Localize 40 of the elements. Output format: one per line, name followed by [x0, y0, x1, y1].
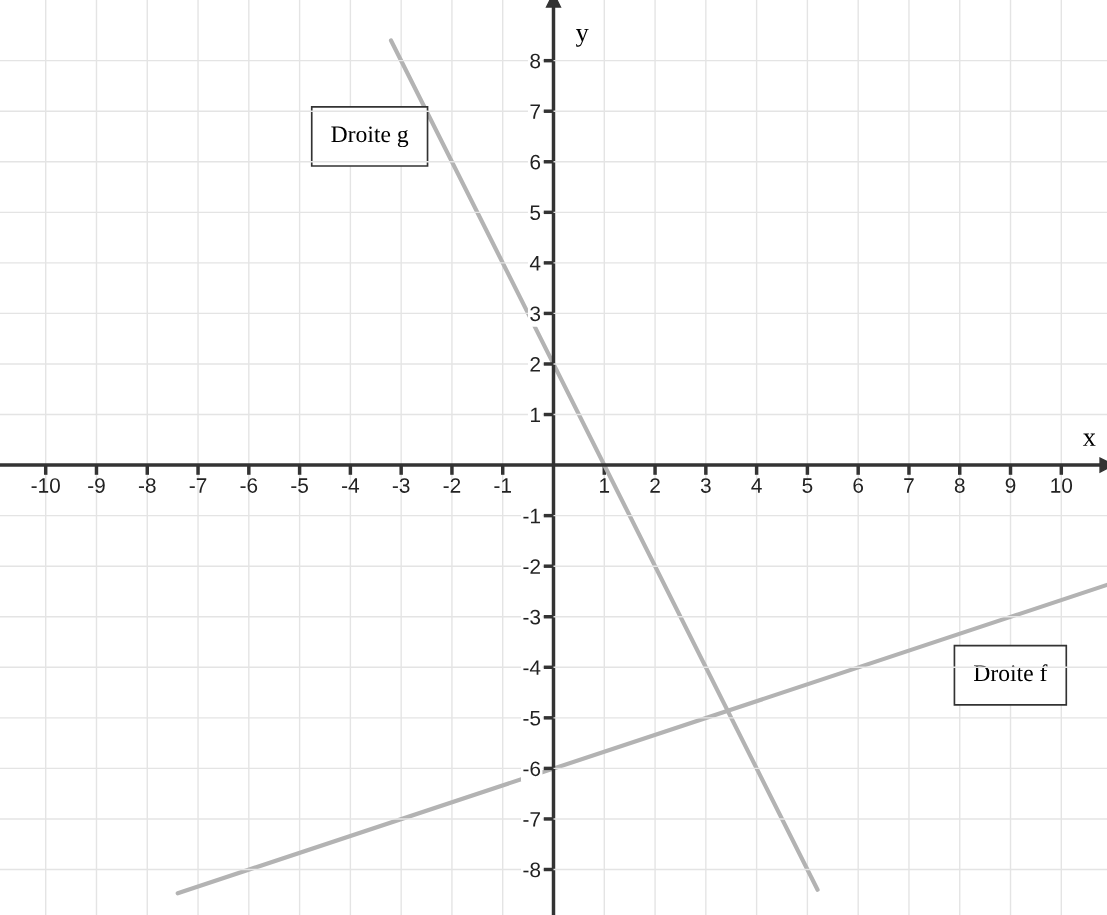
- x-tick-label: 4: [751, 478, 762, 493]
- x-tick-label: 8: [954, 478, 965, 493]
- y-tick-label: -5: [523, 711, 541, 726]
- x-tick-label: 5: [802, 478, 813, 493]
- y-tick-label: -7: [523, 812, 540, 827]
- x-tick-label: 2: [650, 478, 660, 493]
- y-tick-label: 8: [530, 53, 541, 69]
- y-tick-label: -1: [523, 508, 540, 524]
- y-tick-label: 4: [529, 256, 541, 271]
- x-tick-label: -3: [392, 478, 410, 493]
- x-tick-label: -8: [138, 478, 156, 493]
- y-tick-label: 5: [530, 205, 541, 221]
- x-tick-label: -6: [240, 478, 258, 493]
- x-tick-label: 1: [600, 478, 610, 493]
- y-axis-title: y: [575, 29, 589, 47]
- x-tick-label: -10: [31, 478, 60, 493]
- x-axis-title: x: [1082, 433, 1096, 446]
- x-tick-label: -4: [342, 478, 360, 493]
- y-tick-label: -6: [523, 761, 541, 777]
- x-tick-label: -1: [494, 478, 511, 493]
- x-tick-label: -9: [88, 478, 105, 493]
- series-label: Droite f: [973, 664, 1048, 682]
- x-tick-label: -2: [443, 478, 461, 493]
- x-tick-label: 3: [700, 478, 711, 493]
- y-tick-label: -2: [523, 559, 540, 574]
- y-tick-label: -8: [523, 862, 541, 878]
- x-tick-label: -5: [291, 478, 308, 493]
- x-tick-label: -7: [189, 478, 207, 493]
- series-label: Droite g: [331, 126, 409, 148]
- x-tick-label: 6: [853, 478, 864, 493]
- y-tick-label: 3: [530, 306, 541, 322]
- y-tick-label: -3: [523, 609, 541, 625]
- y-tick-label: 6: [530, 154, 541, 170]
- x-tick-label: 7: [904, 478, 914, 493]
- y-tick-label: -4: [523, 660, 541, 675]
- y-tick-label: 7: [530, 104, 540, 119]
- x-tick-label: 10: [1051, 478, 1073, 493]
- x-tick-label: 9: [1005, 478, 1016, 493]
- y-tick-label: 1: [531, 407, 540, 423]
- y-tick-label: 2: [530, 356, 540, 372]
